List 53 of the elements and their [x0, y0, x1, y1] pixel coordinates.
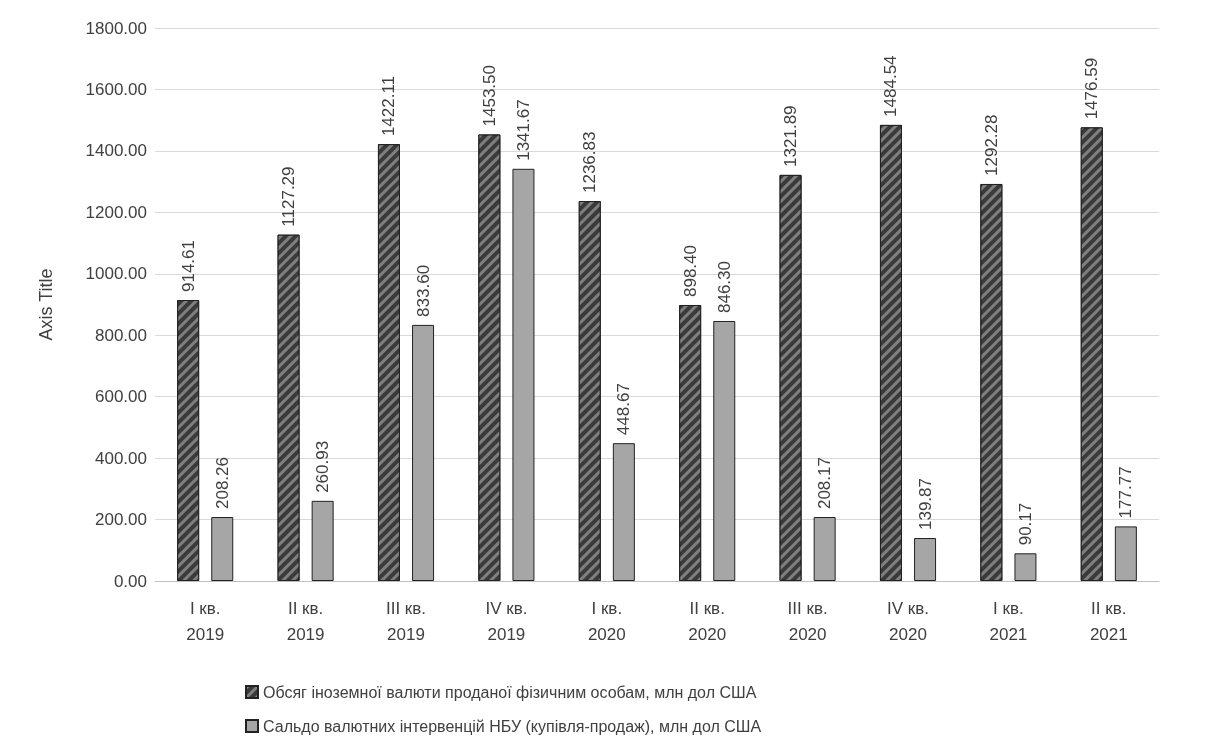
- data-label: 914.61: [178, 240, 198, 293]
- x-tick-label: III кв. 2020: [787, 598, 828, 644]
- x-tick-label: II кв. 2021: [1089, 598, 1128, 644]
- data-label: 1484.54: [881, 55, 901, 117]
- data-label: 833.60: [413, 264, 433, 317]
- legend-label: Обсяг іноземної валюти проданої фізичним особам, млн дол США: [263, 683, 757, 701]
- data-label: 139.87: [915, 478, 935, 531]
- data-label: 898.40: [680, 244, 700, 297]
- data-label: 846.30: [714, 261, 734, 313]
- y-tick-label: 800.00: [95, 325, 147, 345]
- data-label: 448.67: [614, 383, 634, 436]
- x-tick-label: I кв. 2020: [587, 598, 626, 644]
- y-tick-label: 0.00: [113, 571, 147, 591]
- bar: [412, 324, 435, 581]
- y-axis-title: Axis Title: [36, 268, 56, 341]
- x-tick-label: IV кв. 2020: [887, 598, 929, 644]
- y-tick-label: 600.00: [95, 387, 147, 407]
- y-tick-label: 1800.00: [85, 18, 147, 38]
- data-label: 260.93: [313, 440, 333, 493]
- data-label: 1321.89: [781, 105, 801, 167]
- data-label: 208.17: [815, 457, 835, 510]
- bar: [1114, 526, 1137, 581]
- bar: [311, 500, 334, 581]
- data-label: 1422.11: [379, 75, 399, 137]
- data-label: 90.17: [1015, 502, 1035, 546]
- y-tick-label: 1600.00: [85, 79, 147, 99]
- x-tick-label: III кв. 2019: [385, 598, 427, 644]
- data-label: 1292.28: [981, 114, 1001, 176]
- bar: [713, 321, 736, 581]
- legend-label: Сальдо валютних інтервенцій НБУ (купівля-продаж), млн дол США: [263, 717, 762, 735]
- y-tick-label: 1000.00: [85, 264, 147, 284]
- bar: [1014, 553, 1037, 581]
- data-label: 208.26: [212, 457, 232, 510]
- bar: [612, 443, 635, 581]
- data-label: 177.77: [1116, 466, 1136, 519]
- y-tick-label: 200.00: [95, 510, 147, 530]
- y-tick-label: 1400.00: [85, 141, 147, 161]
- x-tick-label: IV кв. 2019: [485, 598, 528, 644]
- x-tick-label: II кв. 2020: [688, 598, 727, 644]
- data-label: 1453.50: [479, 65, 499, 127]
- bar: [512, 168, 535, 581]
- x-tick-label: I кв. 2021: [989, 598, 1028, 644]
- data-label: 1476.59: [1082, 57, 1102, 120]
- bar: [914, 538, 937, 581]
- x-tick-label: I кв. 2019: [186, 598, 225, 644]
- bar: [813, 517, 836, 581]
- data-label: 1341.67: [513, 99, 533, 161]
- bar: [211, 517, 234, 581]
- data-label: 1236.83: [580, 131, 600, 194]
- data-label: 1127.29: [279, 166, 299, 227]
- y-tick-label: 400.00: [95, 448, 147, 468]
- y-tick-label: 1200.00: [85, 202, 147, 222]
- x-tick-label: II кв. 2019: [286, 598, 325, 644]
